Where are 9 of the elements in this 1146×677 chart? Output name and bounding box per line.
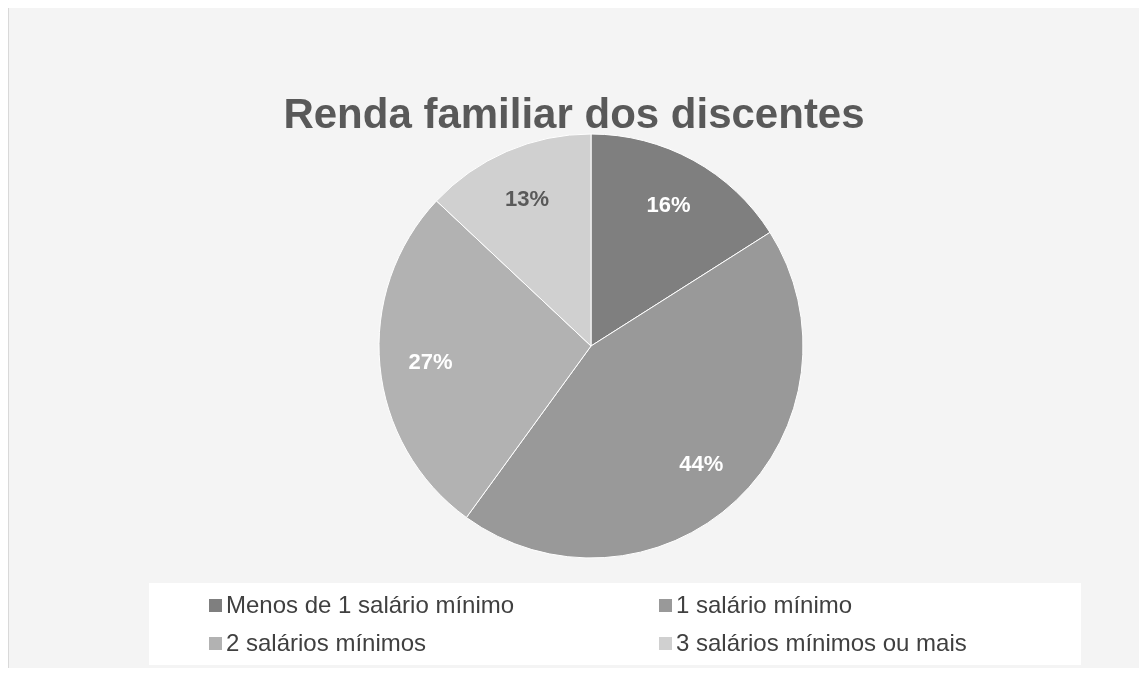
legend-label: Menos de 1 salário mínimo xyxy=(226,591,515,619)
legend-label: 3 salários mínimos ou mais xyxy=(676,629,967,657)
legend-label: 2 salários mínimos xyxy=(226,629,427,657)
legend-label: 1 salário mínimo xyxy=(676,591,853,619)
data-label: 13% xyxy=(504,185,550,211)
chart-title: Renda familiar dos discentes xyxy=(282,90,866,138)
data-label: 16% xyxy=(646,192,691,218)
data-label: 27% xyxy=(408,348,453,374)
data-label: 44% xyxy=(679,450,724,476)
